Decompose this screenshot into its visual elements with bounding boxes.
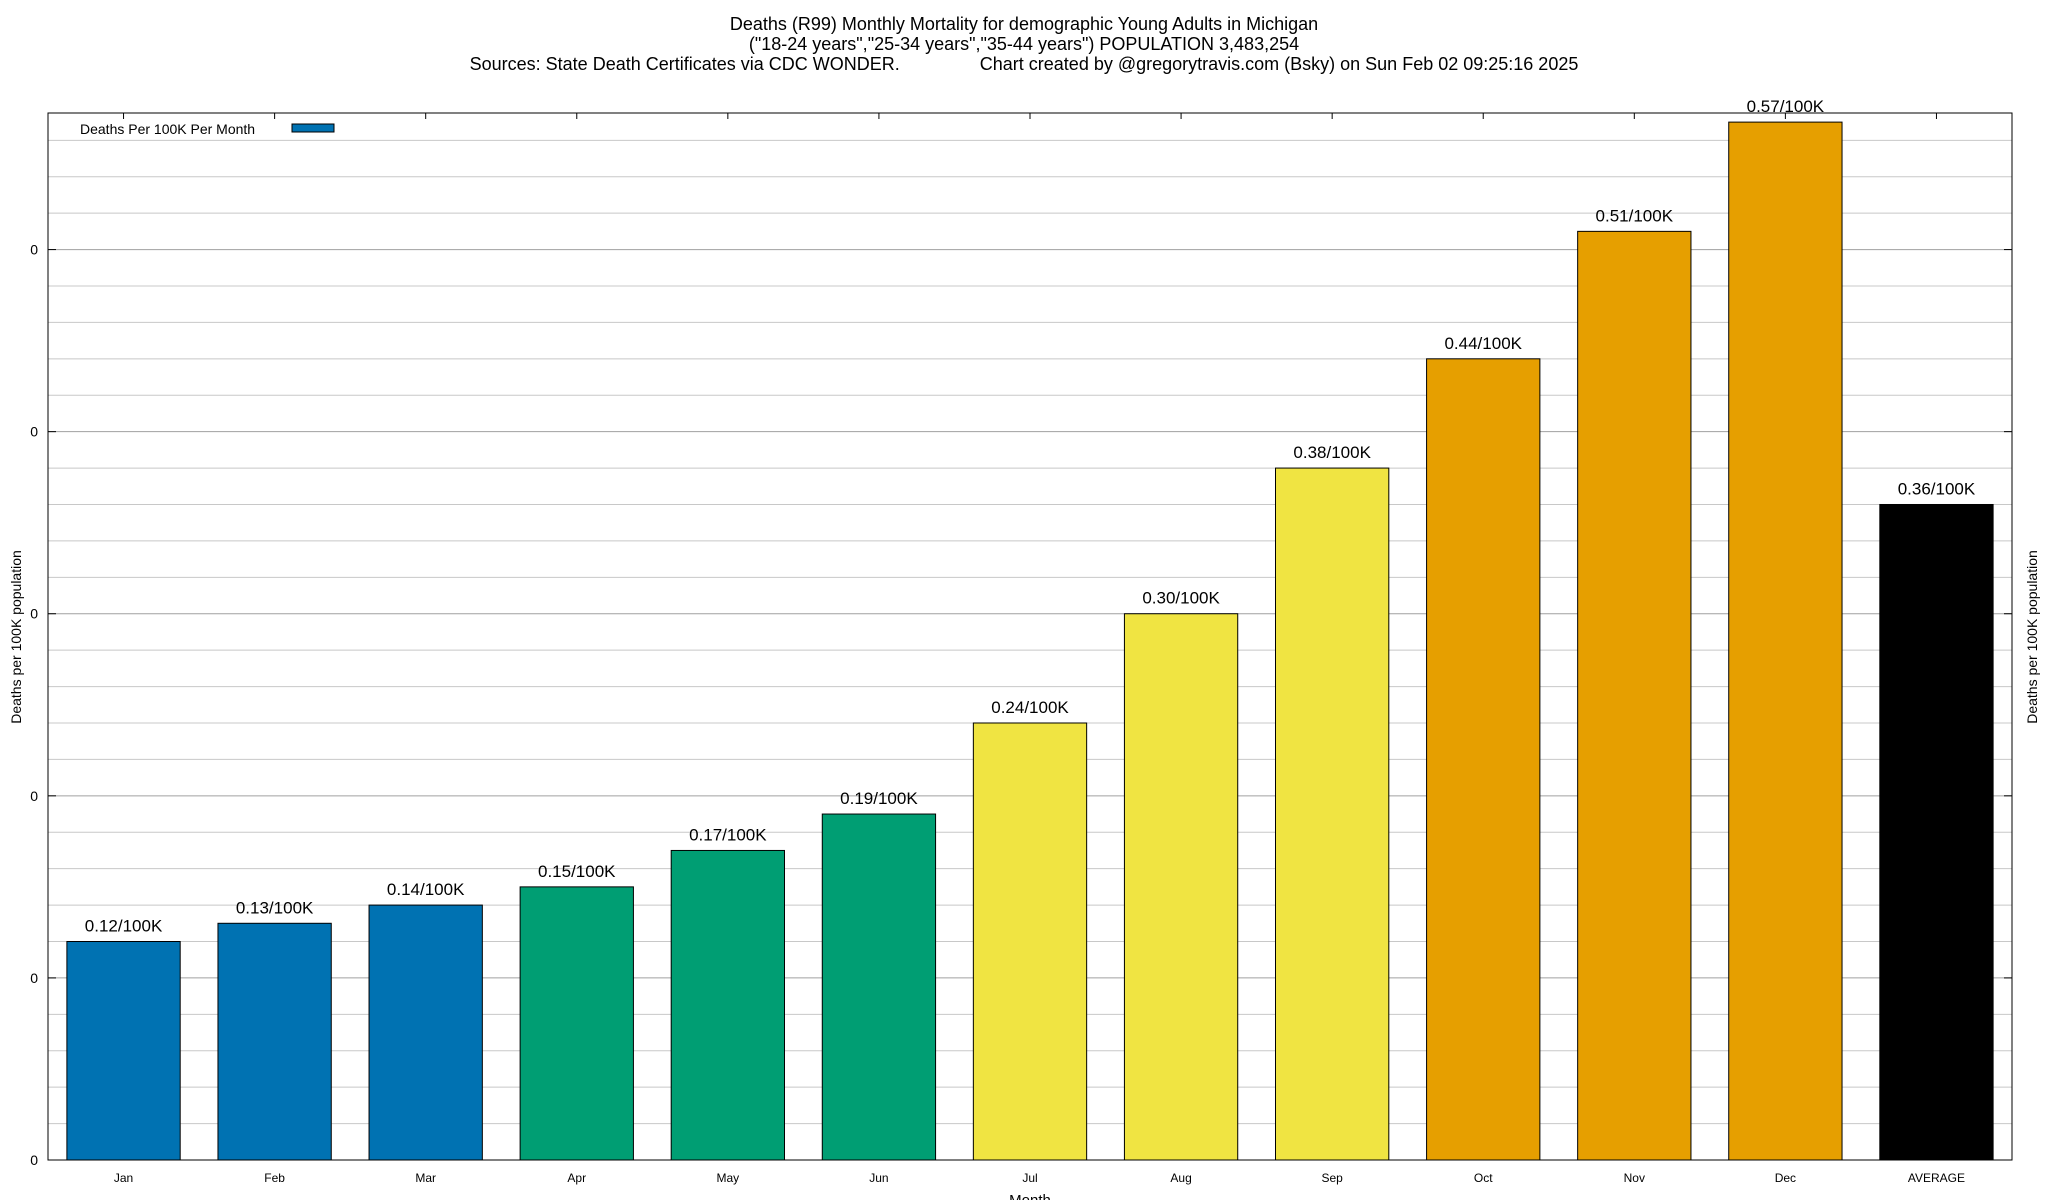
data-label: 0.12/100K [85, 916, 163, 935]
x-tick-label: Sep [1321, 1171, 1343, 1185]
bar-apr [519, 886, 634, 1161]
x-tick-label: Oct [1474, 1171, 1493, 1185]
y-tick-label: 0 [30, 970, 38, 986]
data-label: 0.51/100K [1596, 206, 1674, 225]
bar-feb [217, 922, 332, 1161]
chart-sources: Sources: State Death Certificates via CD… [469, 54, 1579, 74]
data-label: 0.24/100K [991, 698, 1069, 717]
bar-jan [66, 940, 181, 1161]
x-tick-label: May [717, 1171, 740, 1185]
x-tick-label: Dec [1775, 1171, 1796, 1185]
data-label: 0.44/100K [1444, 334, 1522, 353]
x-tick-label: Nov [1624, 1171, 1645, 1185]
bar-average [1879, 503, 1994, 1161]
bar-jul [972, 722, 1088, 1161]
data-label: 0.30/100K [1142, 589, 1220, 608]
bar-sep [1275, 467, 1390, 1161]
data-label: 0.38/100K [1293, 443, 1371, 462]
y-axis-label: Deaths per 100K population [7, 549, 24, 724]
x-tick-label: Aug [1170, 1171, 1191, 1185]
plot-frame [47, 112, 2013, 1161]
bar-mar [368, 904, 483, 1161]
chart-title-block: Deaths (R99) Monthly Mortality for demog… [0, 14, 2048, 74]
data-label: 0.14/100K [387, 880, 465, 899]
bar-oct [1426, 358, 1541, 1161]
x-tick-label: Apr [567, 1171, 586, 1185]
x-tick-label: Jul [1022, 1171, 1037, 1185]
legend-label: Deaths Per 100K Per Month [80, 121, 255, 137]
chart-subtitle: ("18-24 years","25-34 years","35-44 year… [748, 34, 1300, 54]
y-tick-label: 0 [30, 424, 38, 440]
data-label: 0.19/100K [840, 789, 918, 808]
y-tick-label: 0 [30, 788, 38, 804]
x-tick-label: AVERAGE [1908, 1171, 1965, 1185]
data-label: 0.36/100K [1898, 479, 1976, 498]
data-label: 0.57/100K [1747, 97, 1825, 116]
y-tick-label: 0 [30, 606, 38, 622]
y2-axis-label: Deaths per 100K population [2023, 549, 2040, 724]
bar-jun [821, 813, 937, 1161]
data-label: 0.17/100K [689, 825, 767, 844]
x-tick-label: Mar [415, 1171, 436, 1185]
bar-aug [1123, 613, 1239, 1161]
y-tick-label: 0 [30, 1152, 38, 1168]
bar-dec [1728, 121, 1843, 1161]
x-tick-label: Feb [264, 1171, 285, 1185]
x-axis-label: Month [1009, 1192, 1051, 1200]
chart-title: Deaths (R99) Monthly Mortality for demog… [729, 14, 1319, 34]
bar-may [670, 849, 786, 1161]
data-label: 0.15/100K [538, 862, 616, 881]
y-tick-label: 0 [30, 242, 38, 258]
legend-swatch [291, 123, 335, 133]
data-label: 0.13/100K [236, 898, 314, 917]
x-tick-label: Jun [869, 1171, 888, 1185]
bar-nov [1577, 230, 1692, 1161]
x-tick-label: Jan [114, 1171, 133, 1185]
